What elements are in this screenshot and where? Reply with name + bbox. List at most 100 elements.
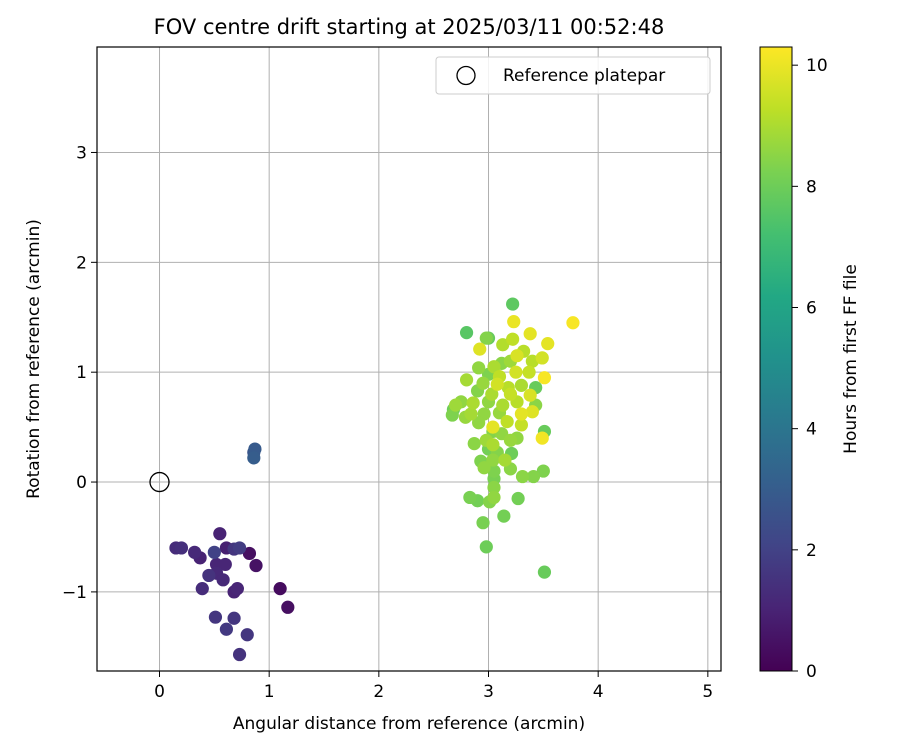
colorbar-label: Hours from first FF file [841,264,861,454]
scatter-point [477,461,491,475]
scatter-point [510,349,524,363]
scatter-point [230,582,244,596]
scatter-point [507,315,521,329]
scatter-point [503,387,518,401]
scatter-point [509,365,523,379]
y-axis-label: Rotation from reference (arcmin) [24,219,44,499]
scatter-point [497,509,511,523]
scatter-point [522,365,536,379]
scatter-point [281,600,295,614]
scatter-point [514,418,529,432]
colorbar-tick-label: 4 [806,420,817,440]
scatter-point [467,436,481,451]
scatter-point [486,438,500,452]
colorbar-tick-label: 6 [806,299,817,319]
scatter-point [208,610,223,624]
scatter-point [525,405,539,419]
y-tick-label: 3 [76,143,87,163]
scatter-point [473,342,487,356]
scatter-point [537,565,552,579]
scatter-point [515,469,530,484]
scatter-point [487,490,501,505]
scatter-point [514,407,529,421]
x-tick-label: 0 [154,682,165,702]
scatter-point [459,326,474,340]
scatter-point [496,338,510,352]
scatter-point [506,297,520,311]
scatter-point [188,545,202,559]
scatter-point [249,558,263,573]
scatter-point [207,545,221,559]
reference-platepar-marker [149,471,170,493]
scatter-point [219,622,234,636]
legend: Reference platepar [435,56,711,95]
scatter-point [463,490,477,505]
scatter-point [535,351,549,365]
scatter-point [490,377,504,391]
scatter-point [535,431,549,445]
scatter-point [523,388,537,402]
scatter-point [174,541,189,555]
scatter-point [479,331,493,345]
scatter-point [537,371,552,385]
gridlines [97,47,721,671]
scatter-point [218,557,232,572]
scatter-point [242,546,257,561]
chart-title: FOV centre drift starting at 2025/03/11 … [154,15,665,39]
legend-entry-reference-platepar: Reference platepar [503,66,665,86]
y-tick-label: 2 [76,253,87,273]
legend-box [435,56,711,95]
scatter-point [232,541,247,555]
reference-point [149,471,170,493]
y-tick-label: 1 [76,363,87,383]
colorbar-frame [759,46,793,672]
scatter-point [247,451,261,465]
colorbar-tick-label: 8 [806,177,817,197]
colorbar-tick-label: 10 [806,56,828,76]
plot-area-frame [96,46,722,672]
colorbar-ticks: 0 2 4 6 8 10 [792,56,828,682]
scatter-point [476,376,490,390]
x-tick-label: 3 [483,682,494,702]
y-axis-ticks: −1 0 1 2 3 [62,143,97,603]
colorbar: 0 2 4 6 8 10 Hours from first FF file [759,46,861,682]
scatter-point [232,647,247,662]
scatter-point [506,332,520,346]
scatter-point [240,628,254,642]
scatter-point [485,387,499,401]
colorbar-tick-label: 0 [806,662,817,682]
scatter-point [566,316,580,330]
data-points [169,297,580,662]
scatter-point [195,582,209,596]
scatter-point [216,573,230,587]
scatter-point [464,407,478,421]
scatter-point [511,491,525,506]
scatter-point [541,337,555,351]
scatter-point [449,398,463,412]
x-axis-ticks: 0 1 2 3 4 5 [154,671,713,702]
scatter-point [479,540,493,554]
x-tick-label: 5 [702,682,713,702]
scatter-point [523,327,537,341]
scatter-point [503,433,518,447]
scatter-point [466,396,480,410]
scatter-point [227,611,241,625]
scatter-point [472,416,486,430]
x-tick-label: 2 [373,682,384,702]
colorbar-gradient [760,47,792,671]
y-tick-label: 0 [76,473,87,493]
scatter-point [476,516,490,530]
scatter-point [500,415,514,429]
colorbar-tick-label: 2 [806,541,817,561]
scatter-point [213,527,227,541]
scatter-point [487,480,501,495]
x-tick-label: 4 [593,682,604,702]
scatter-point [486,453,500,467]
scatter-point [514,378,529,392]
scatter-point [496,398,510,412]
scatter-point [486,420,500,434]
scatter-point [536,464,550,478]
x-axis-label: Angular distance from reference (arcmin) [233,714,585,734]
scatter-point [472,361,486,375]
